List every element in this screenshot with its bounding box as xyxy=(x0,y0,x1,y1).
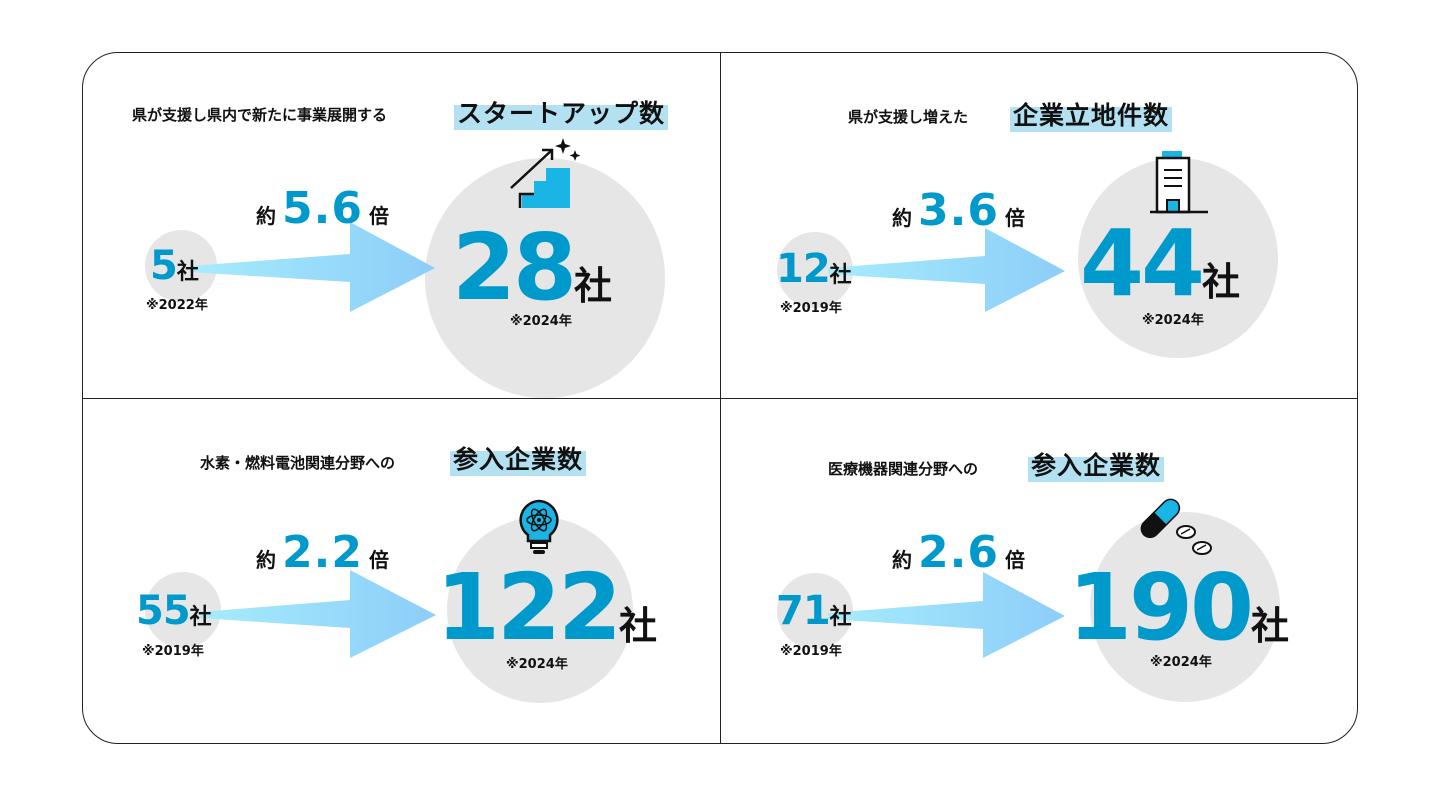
multiplier-suffix: 倍 xyxy=(368,548,389,572)
multiplier: 約 2.6 倍 xyxy=(892,527,1025,578)
multiplier-value: 2.6 xyxy=(918,527,999,578)
panel-title: 水素・燃料電池関連分野への xyxy=(200,454,396,472)
panel-highlight-title: 企業立地件数 xyxy=(1010,96,1173,132)
after-year: ※2024年 xyxy=(510,314,572,329)
multiplier-value: 3.6 xyxy=(918,185,999,236)
multiplier-prefix: 約 xyxy=(892,548,912,572)
multiplier-value: 5.6 xyxy=(282,183,363,234)
before-year: ※2022年 xyxy=(146,298,208,313)
before-year: ※2019年 xyxy=(142,644,204,659)
multiplier-suffix: 倍 xyxy=(1004,548,1025,572)
capsule-pills-icon xyxy=(1140,498,1212,555)
after-value: 44 xyxy=(1080,210,1205,317)
multiplier-value: 2.2 xyxy=(282,527,363,578)
after-value: 190 xyxy=(1068,554,1254,661)
growth-arrow xyxy=(828,228,1065,312)
divider-horizontal xyxy=(82,398,1358,399)
before-year: ※2019年 xyxy=(780,301,842,316)
panel-highlight-title: 参入企業数 xyxy=(1028,446,1165,482)
multiplier-prefix: 約 xyxy=(892,206,912,230)
after-year: ※2024年 xyxy=(1142,313,1204,328)
panel-title: 県が支援し県内で新たに事業展開する xyxy=(132,106,388,124)
multiplier: 約 5.6 倍 xyxy=(256,183,389,234)
multiplier: 約 3.6 倍 xyxy=(892,185,1025,236)
before-value: 71 xyxy=(776,588,831,634)
after-unit: 社 xyxy=(619,604,658,648)
multiplier-prefix: 約 xyxy=(256,204,276,228)
after-year: ※2024年 xyxy=(506,657,568,672)
panel-title: 医療機器関連分野への xyxy=(828,460,979,478)
before-unit: 社 xyxy=(189,605,212,630)
lightbulb-atom-icon xyxy=(519,499,559,554)
after-unit: 社 xyxy=(574,264,613,308)
before-value: 55 xyxy=(136,588,191,634)
multiplier-suffix: 倍 xyxy=(1004,206,1025,230)
after-year: ※2024年 xyxy=(1150,655,1212,670)
before-unit: 社 xyxy=(176,260,199,285)
before-unit: 社 xyxy=(829,605,852,630)
after-value: 122 xyxy=(436,554,622,661)
growth-arrow xyxy=(828,572,1065,658)
before-unit: 社 xyxy=(829,263,852,288)
panel-highlight-title: スタートアップ数 xyxy=(454,94,669,130)
after-unit: 社 xyxy=(1202,260,1241,304)
after-value: 28 xyxy=(452,214,577,321)
panel-highlight-title: 参入企業数 xyxy=(450,440,587,476)
before-value: 5 xyxy=(150,243,178,289)
before-circle xyxy=(777,573,853,649)
multiplier-prefix: 約 xyxy=(256,548,276,572)
growth-arrow xyxy=(190,222,435,312)
panel-title: 県が支援し増えた xyxy=(848,108,969,126)
multiplier-suffix: 倍 xyxy=(368,204,389,228)
building-icon xyxy=(1150,151,1208,214)
before-value: 12 xyxy=(776,246,831,292)
after-circle xyxy=(1090,512,1280,702)
before-circle xyxy=(145,572,221,648)
growth-arrow xyxy=(200,570,436,658)
multiplier: 約 2.2 倍 xyxy=(256,527,389,578)
after-unit: 社 xyxy=(1251,604,1290,648)
stairs-growth-icon xyxy=(510,138,580,208)
before-year: ※2019年 xyxy=(780,644,842,659)
